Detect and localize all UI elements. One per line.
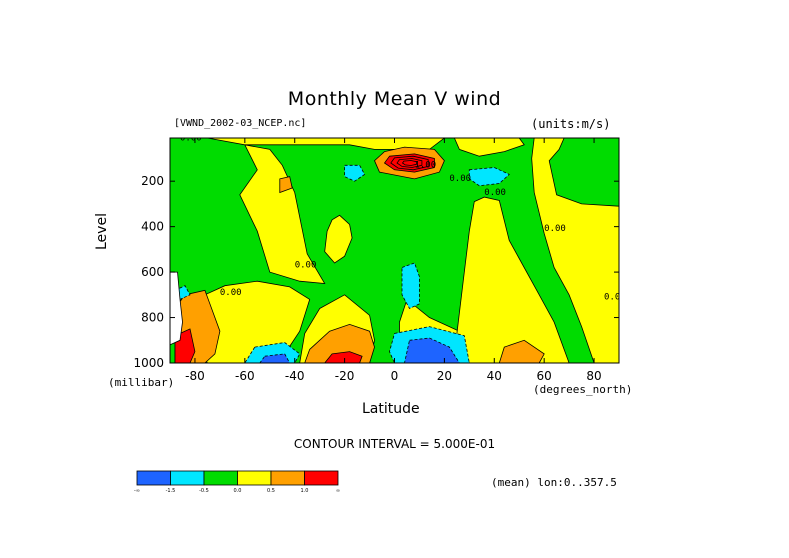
chart-title: Monthly Mean V wind [287, 88, 502, 110]
x-tick-label: 0 [391, 369, 399, 383]
colorbar-swatch [304, 470, 339, 486]
y-tick-label: 400 [141, 220, 164, 234]
colorbar-swatch [270, 470, 305, 486]
contour-line [401, 160, 417, 166]
contour-label: 0.00 [295, 261, 317, 271]
contour-region-yellow [456, 196, 570, 363]
y-tick-label: 600 [141, 265, 164, 279]
contour-region-cyan [344, 164, 366, 182]
y-axis-units: (millibar) [108, 376, 175, 389]
contour-region-cyan [468, 167, 510, 187]
contour-label: 0.00 [180, 133, 202, 143]
colorbar-swatch [170, 470, 205, 486]
x-axis-units: (degrees_north) [533, 383, 633, 396]
contour-region-blue [404, 337, 460, 363]
contour-region-blue [259, 353, 291, 363]
mean-longitude-label: (mean) lon:0..357.5 [491, 476, 617, 489]
colorbar-label: ∞ [336, 488, 340, 494]
colorbar: -∞ -1.5 -0.5 0.0 0.5 1.0 ∞ [134, 470, 340, 494]
contour-region-yellow [453, 138, 525, 157]
contour-region-white [170, 271, 183, 346]
x-tick-label: 40 [487, 369, 502, 383]
contour-label: 0.00 [604, 292, 626, 302]
colorbar-swatch [136, 470, 171, 486]
x-tick-label: -80 [185, 369, 205, 383]
colorbar-label: -0.5 [199, 488, 209, 494]
x-tick-label: 60 [537, 369, 552, 383]
x-ticks: -80 -60 -40 -20 0 20 40 60 80 [185, 138, 602, 383]
contour-region-orange [279, 176, 293, 194]
contour-region-cyan [401, 262, 420, 310]
contour-regions [170, 138, 619, 363]
units-label: (units:m/s) [531, 117, 611, 131]
colorbar-label: 1.0 [301, 488, 309, 494]
contour-region-orange [498, 339, 545, 363]
x-tick-label: 80 [586, 369, 601, 383]
contour-line [396, 158, 423, 168]
contour-label: 0.00 [484, 188, 506, 198]
y-tick-label: 200 [141, 174, 164, 188]
x-axis-label: Latitude [362, 401, 420, 417]
y-tick-label: 800 [141, 311, 164, 325]
y-ticks: 200 400 600 800 1000 [133, 174, 619, 370]
contour-label: 0.00 [449, 174, 471, 184]
contour-label: 0.00 [220, 288, 242, 298]
x-tick-label: 20 [437, 369, 452, 383]
contour-region-yellow [324, 214, 353, 264]
contour-region-orange [304, 323, 375, 363]
contour-line [390, 155, 429, 171]
colorbar-label: 0.5 [267, 488, 275, 494]
colorbar-label: 0.0 [234, 488, 242, 494]
contour-labels: 0.00 1.00 0.00 0.00 0.00 0.00 0.00 0.00 [180, 133, 626, 302]
contour-interval-label: CONTOUR INTERVAL = 5.000E-01 [293, 437, 496, 451]
x-tick-label: -40 [285, 369, 305, 383]
x-tick-label: -20 [335, 369, 355, 383]
contour-region-yellow [531, 138, 619, 363]
y-tick-label: 1000 [133, 356, 164, 370]
colorbar-swatch [237, 470, 272, 486]
colorbar-swatch [203, 470, 238, 486]
x-tick-label: -60 [235, 369, 255, 383]
contour-region-red [324, 351, 363, 363]
dataset-label: [VWND_2002-03_NCEP.nc] [174, 118, 307, 129]
colorbar-label: -∞ [134, 488, 140, 494]
colorbar-label: -1.5 [166, 488, 176, 494]
contour-label: 1.00 [414, 161, 436, 171]
contour-label: 0.00 [544, 224, 566, 234]
